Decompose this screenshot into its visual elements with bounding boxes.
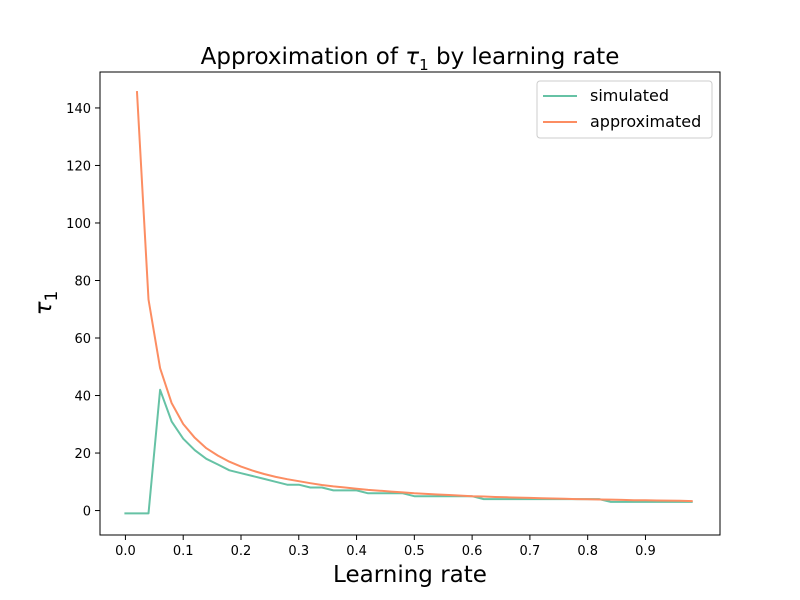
series-line-approximated	[135, 91, 693, 503]
y-tick-label: 20	[74, 447, 91, 462]
y-tick-label: 0	[83, 505, 91, 520]
legend-label-simulated: simulated	[590, 86, 669, 105]
y-tick-label: 140	[66, 102, 91, 117]
x-tick-label: 0.0	[115, 544, 136, 559]
legend-label-approximated: approximated	[590, 112, 701, 131]
y-axis: 0 20 40 60 80 100 120 140	[66, 102, 100, 520]
x-tick-label: 0.7	[520, 544, 541, 559]
y-tick-label: 120	[66, 159, 91, 174]
y-tick-label: 40	[74, 390, 91, 405]
legend: simulated approximated	[536, 80, 713, 139]
x-axis: 0.0 0.1 0.2 0.3 0.4 0.5 0.6 0.7 0.8 0.9	[115, 535, 656, 559]
x-axis-label: Learning rate	[333, 562, 487, 588]
x-tick-label: 0.3	[288, 544, 309, 559]
x-tick-label: 0.2	[231, 544, 252, 559]
plot-frame	[99, 71, 721, 536]
svg-text:τ1: τ1	[31, 291, 62, 316]
y-tick-label: 100	[66, 217, 91, 232]
y-tick-label: 60	[74, 332, 91, 347]
chart-title: Approximation of τ1 by learning rate	[201, 44, 620, 74]
x-tick-label: 0.1	[173, 544, 194, 559]
series-layer	[124, 91, 693, 515]
x-tick-label: 0.9	[635, 544, 656, 559]
x-tick-label: 0.8	[577, 544, 598, 559]
x-tick-label: 0.5	[404, 544, 425, 559]
x-tick-label: 0.4	[346, 544, 367, 559]
y-axis-label: τ1	[31, 291, 62, 316]
x-tick-label: 0.6	[462, 544, 483, 559]
y-tick-label: 80	[74, 274, 91, 289]
legend-box	[536, 80, 713, 139]
